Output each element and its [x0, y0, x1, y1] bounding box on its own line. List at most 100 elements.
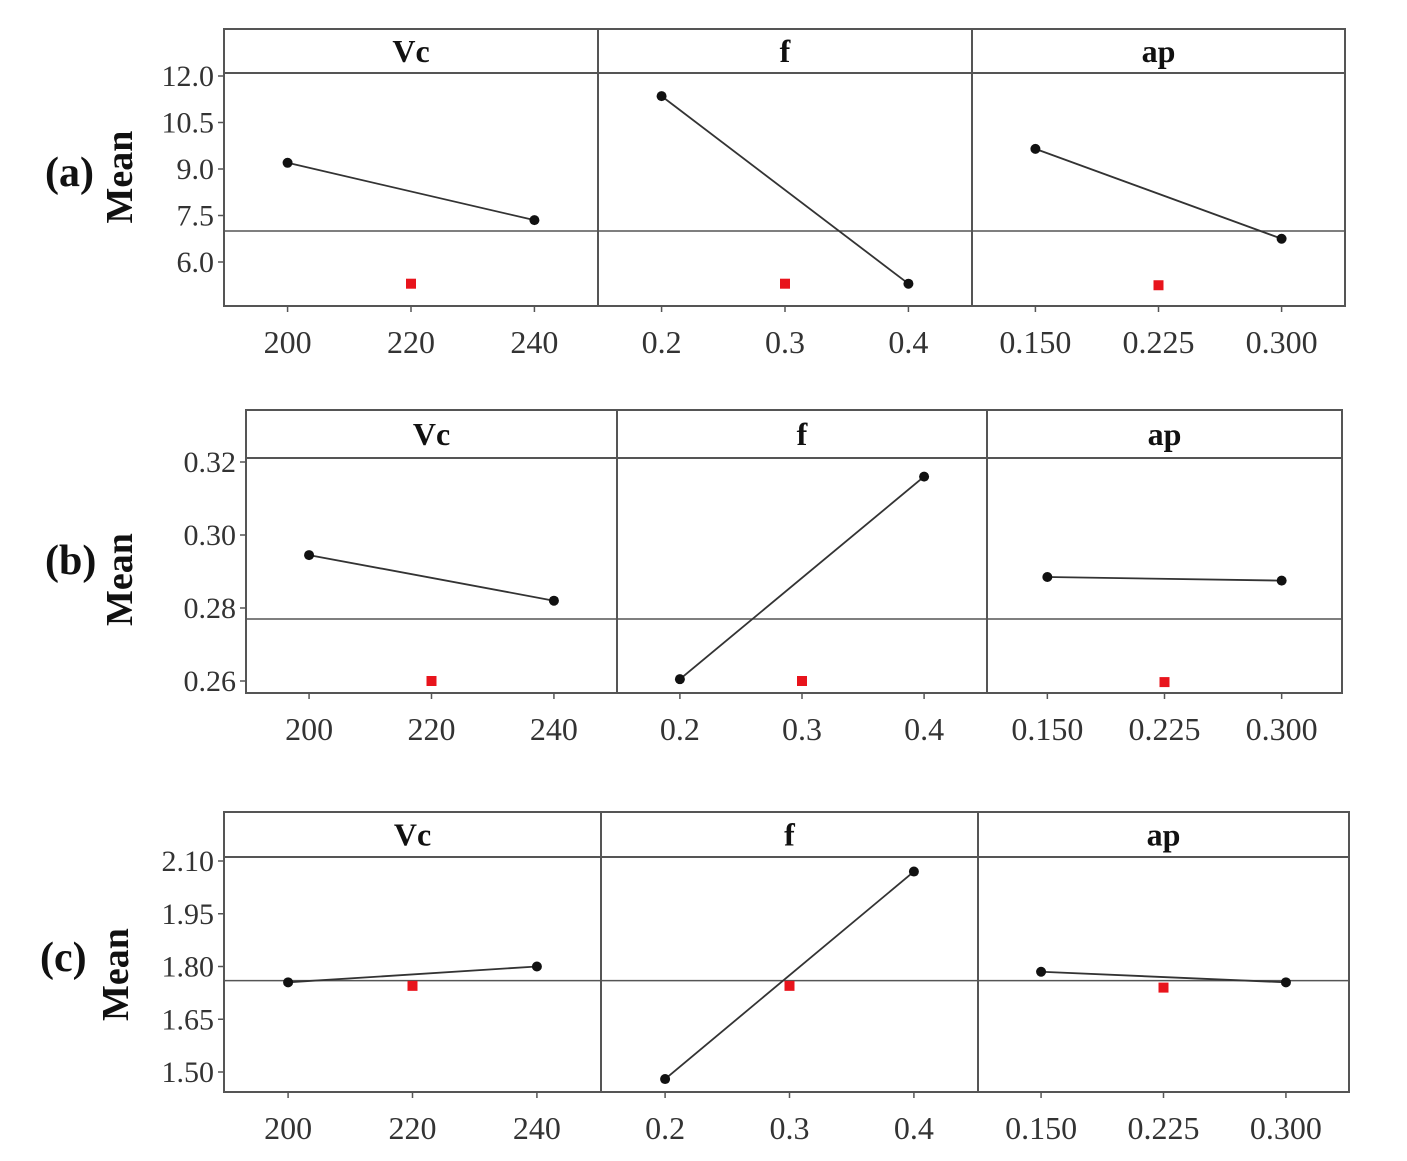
facet-title: Vc	[413, 416, 450, 452]
data-point	[283, 977, 294, 988]
x-tick-label: 200	[264, 324, 312, 360]
data-point	[903, 278, 914, 289]
x-tick-label: 0.300	[1250, 1110, 1322, 1146]
x-tick-label: 0.4	[904, 711, 944, 747]
effect-line	[664, 870, 915, 1080]
facet-f: f 0.2 0.3 0.4	[660, 416, 944, 747]
effect-line	[1035, 148, 1282, 240]
x-tick-label: 0.3	[765, 324, 805, 360]
data-point	[919, 471, 930, 482]
center-point-marker	[780, 278, 790, 289]
x-tick-label: 0.150	[1005, 1110, 1077, 1146]
facet-vc: Vc 200 220 240	[285, 416, 578, 747]
x-tick-label: 0.300	[1246, 324, 1318, 360]
x-tick-label: 200	[285, 711, 333, 747]
center-point-marker	[1153, 280, 1164, 291]
y-tick-label: 0.32	[184, 446, 237, 479]
center-point-marker	[406, 278, 416, 289]
plot-frame	[223, 811, 1350, 1093]
facet-ap: ap 0.150 0.225 0.300	[1005, 817, 1322, 1147]
data-point	[1280, 977, 1291, 988]
facet-ap: ap 0.150 0.225 0.300	[999, 33, 1317, 360]
y-tick-label: 9.0	[177, 153, 215, 186]
x-tick-label: 220	[387, 324, 435, 360]
x-tick-label: 0.300	[1246, 711, 1318, 747]
panel-label: (a)	[45, 150, 94, 196]
x-tick-label: 0.3	[770, 1110, 810, 1146]
facet-title: Vc	[392, 33, 429, 69]
x-tick-label: 0.2	[645, 1110, 685, 1146]
y-tick-label: 1.50	[162, 1056, 215, 1089]
effect-line	[661, 95, 909, 285]
x-tick-label: 0.4	[894, 1110, 934, 1146]
x-tick-label: 240	[513, 1110, 561, 1146]
chart-panel-b: (b) Mean 0.32 0.30 0.28 0.26 Vc 200 220 240 f 0.2 0.…	[45, 409, 1343, 747]
data-point	[548, 595, 559, 606]
plot-frame	[245, 409, 1343, 694]
effect-line	[1041, 970, 1286, 984]
x-tick-label: 0.150	[1011, 711, 1083, 747]
chart-panel-a: (a) Mean 12.0 10.5 9.0 7.5 6.0 Vc 200 220 240 f 0.2 0…	[45, 28, 1346, 360]
center-point-marker	[426, 676, 437, 686]
x-tick-label: 0.150	[999, 324, 1071, 360]
facet-f: f 0.2 0.3 0.4	[645, 817, 934, 1147]
facet-title: ap	[1148, 416, 1182, 452]
y-axis-label: Mean	[99, 131, 141, 224]
data-point	[1036, 966, 1047, 977]
x-tick-label: 0.4	[888, 324, 928, 360]
effect-line	[1047, 576, 1282, 582]
x-tick-label: 200	[264, 1110, 312, 1146]
y-axis-label: Mean	[99, 533, 141, 626]
effect-line	[288, 965, 537, 984]
x-tick-label: 220	[389, 1110, 437, 1146]
center-point-marker	[797, 676, 807, 686]
y-tick-label: 6.0	[177, 246, 215, 279]
facet-vc: Vc 200 220 240	[264, 817, 561, 1147]
center-point-marker	[784, 980, 795, 991]
effect-line	[679, 475, 925, 680]
y-tick-label: 2.10	[162, 845, 215, 878]
y-tick-label: 0.28	[184, 592, 237, 625]
data-point	[1276, 575, 1287, 586]
chart-panel-c: (c) Mean 2.10 1.95 1.80 1.65 1.50 Vc 200 220 240 f 0…	[40, 811, 1350, 1147]
data-point	[656, 91, 667, 102]
data-point	[908, 866, 919, 877]
facet-title: Vc	[394, 817, 431, 853]
data-point	[660, 1074, 671, 1085]
data-point	[1042, 571, 1053, 582]
facet-f: f 0.2 0.3 0.4	[642, 33, 929, 360]
y-axis-label: Mean	[95, 928, 137, 1021]
effect-line	[287, 161, 535, 222]
x-tick-label: 220	[408, 711, 456, 747]
x-tick-label: 0.225	[1129, 711, 1201, 747]
x-tick-label: 0.225	[1128, 1110, 1200, 1146]
center-point-marker	[1158, 982, 1169, 993]
facet-ap: ap 0.150 0.225 0.300	[1011, 416, 1317, 747]
facet-title: ap	[1147, 817, 1181, 853]
x-tick-label: 0.2	[660, 711, 700, 747]
x-tick-label: 240	[530, 711, 578, 747]
y-tick-label: 12.0	[162, 60, 215, 93]
y-tick-label: 1.80	[162, 951, 215, 984]
plot-frame	[223, 28, 1346, 307]
center-point-marker	[407, 980, 418, 991]
y-tick-label: 1.65	[162, 1003, 215, 1036]
y-tick-label: 0.30	[184, 519, 237, 552]
y-tick-label: 10.5	[162, 107, 215, 140]
effect-line	[308, 554, 555, 602]
y-tick-label: 0.26	[184, 665, 237, 698]
facet-title: f	[780, 33, 791, 69]
data-point	[282, 157, 293, 168]
center-point-marker	[1159, 677, 1170, 688]
data-point	[1276, 233, 1287, 244]
panel-label: (c)	[40, 935, 87, 981]
data-point	[531, 961, 542, 972]
data-point	[529, 215, 540, 226]
x-tick-label: 240	[510, 324, 558, 360]
y-tick-label: 7.5	[177, 200, 215, 233]
panel-label: (b)	[45, 538, 96, 584]
facet-title: ap	[1142, 33, 1176, 69]
data-point	[304, 550, 315, 561]
data-point	[1030, 143, 1041, 154]
